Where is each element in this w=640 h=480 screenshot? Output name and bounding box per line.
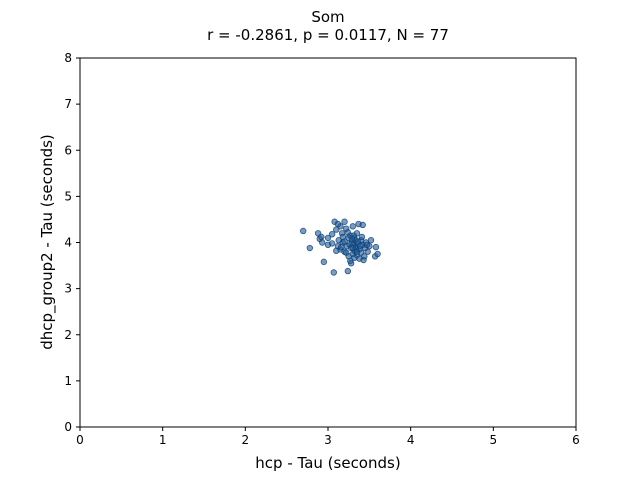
y-tick-label: 8 [64, 51, 72, 65]
scatter-point [334, 220, 342, 228]
scatter-point [363, 241, 371, 249]
y-tick-label: 1 [64, 374, 72, 388]
scatter-point [318, 233, 325, 241]
scatter-point [320, 258, 328, 266]
scatter-point [372, 243, 380, 251]
scatter-point [324, 234, 332, 242]
x-tick-label: 3 [324, 433, 332, 447]
y-tick-label: 7 [64, 97, 72, 111]
x-axis-label: hcp - Tau (seconds) [255, 454, 400, 472]
chart-title: Som [311, 8, 344, 26]
scatter-point [358, 233, 366, 241]
scatter-point [359, 221, 366, 229]
scatter-point [348, 235, 356, 243]
scatter-point [347, 260, 355, 267]
scatter-point [349, 244, 356, 252]
x-tick-label: 5 [490, 433, 498, 447]
scatter-point [344, 267, 352, 275]
scatter-point [361, 253, 368, 260]
scatter-point [330, 269, 337, 276]
y-axis-label: dhcp_group2 - Tau (seconds) [38, 134, 57, 350]
scatter-point [328, 230, 336, 238]
scatter-point [341, 218, 348, 225]
x-tick-label: 0 [76, 433, 84, 447]
scatter-point [306, 244, 314, 252]
scatter-point [333, 247, 340, 255]
scatter-point [328, 240, 336, 247]
scatter-point [367, 236, 375, 244]
x-tick-label: 1 [159, 433, 167, 447]
scatter-point [374, 250, 381, 258]
scatter-point [341, 238, 348, 245]
x-axis-ticks: 0 1 2 3 4 5 6 [76, 427, 580, 447]
y-tick-label: 5 [64, 189, 72, 203]
y-tick-label: 0 [64, 420, 72, 434]
scatter-point [357, 242, 364, 249]
y-tick-label: 3 [64, 282, 72, 296]
scatter-point [349, 223, 356, 230]
scatter-point [300, 227, 307, 235]
x-tick-label: 2 [242, 433, 250, 447]
scatter-point [338, 243, 345, 251]
scatter-point [319, 239, 326, 246]
y-axis-ticks: 0 1 2 3 4 5 6 7 8 [64, 51, 80, 434]
x-tick-label: 6 [572, 433, 580, 447]
scatter-point [353, 248, 361, 255]
y-tick-label: 4 [64, 236, 72, 250]
y-tick-label: 2 [64, 328, 72, 342]
chart-subtitle: r = -0.2861, p = 0.0117, N = 77 [207, 26, 449, 44]
y-tick-label: 6 [64, 143, 72, 157]
scatter-point [351, 254, 358, 261]
scatter-point [342, 249, 350, 256]
scatter-point [344, 229, 352, 236]
x-tick-label: 4 [407, 433, 415, 447]
data-points [300, 218, 381, 276]
